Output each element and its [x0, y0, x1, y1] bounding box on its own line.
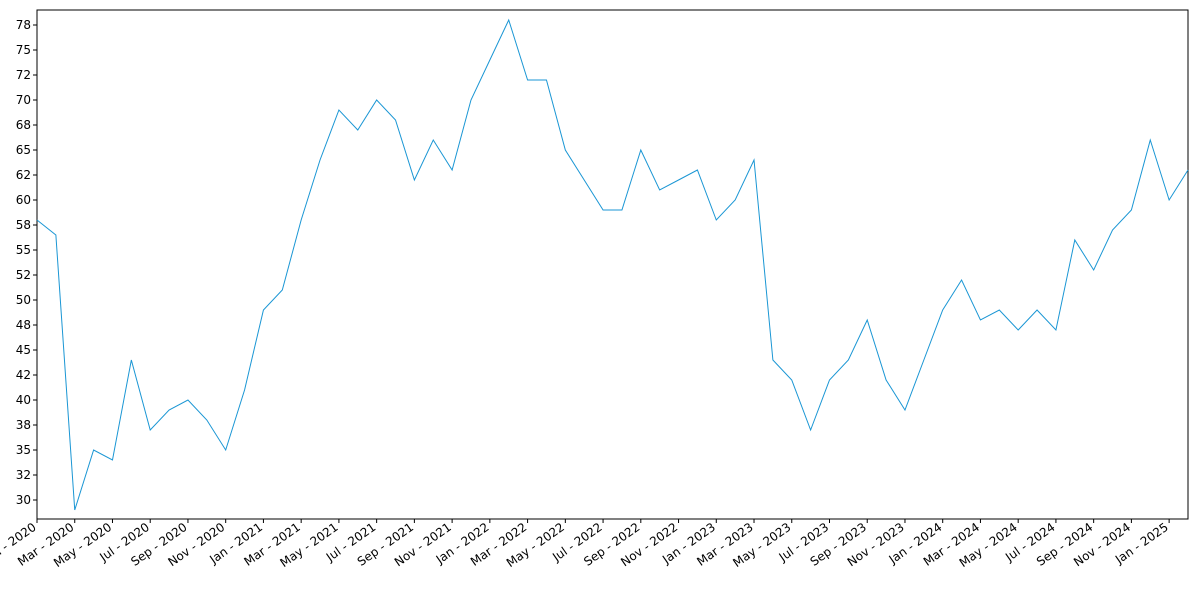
y-tick-label: 72 — [16, 68, 31, 82]
y-tick-label: 70 — [16, 93, 31, 107]
y-tick-label: 60 — [16, 193, 31, 207]
y-tick-label: 78 — [16, 18, 31, 32]
y-tick-label: 68 — [16, 118, 31, 132]
y-tick-label: 55 — [16, 243, 31, 257]
y-tick-label: 62 — [16, 168, 31, 182]
y-tick-label: 48 — [16, 318, 31, 332]
y-tick-label: 40 — [16, 393, 31, 407]
y-tick-label: 30 — [16, 493, 31, 507]
y-tick-label: 38 — [16, 418, 31, 432]
y-tick-label: 45 — [16, 343, 31, 357]
y-tick-label: 58 — [16, 218, 31, 232]
series-line — [36, 18, 1189, 511]
y-tick-label: 35 — [16, 443, 31, 457]
y-tick-label: 50 — [16, 293, 31, 307]
y-tick-label: 32 — [16, 468, 31, 482]
y-tick-label: 75 — [16, 43, 31, 57]
y-tick-label: 65 — [16, 143, 31, 157]
y-tick-label: 52 — [16, 268, 31, 282]
plot-frame — [36, 9, 1189, 520]
y-tick-label: 42 — [16, 368, 31, 382]
